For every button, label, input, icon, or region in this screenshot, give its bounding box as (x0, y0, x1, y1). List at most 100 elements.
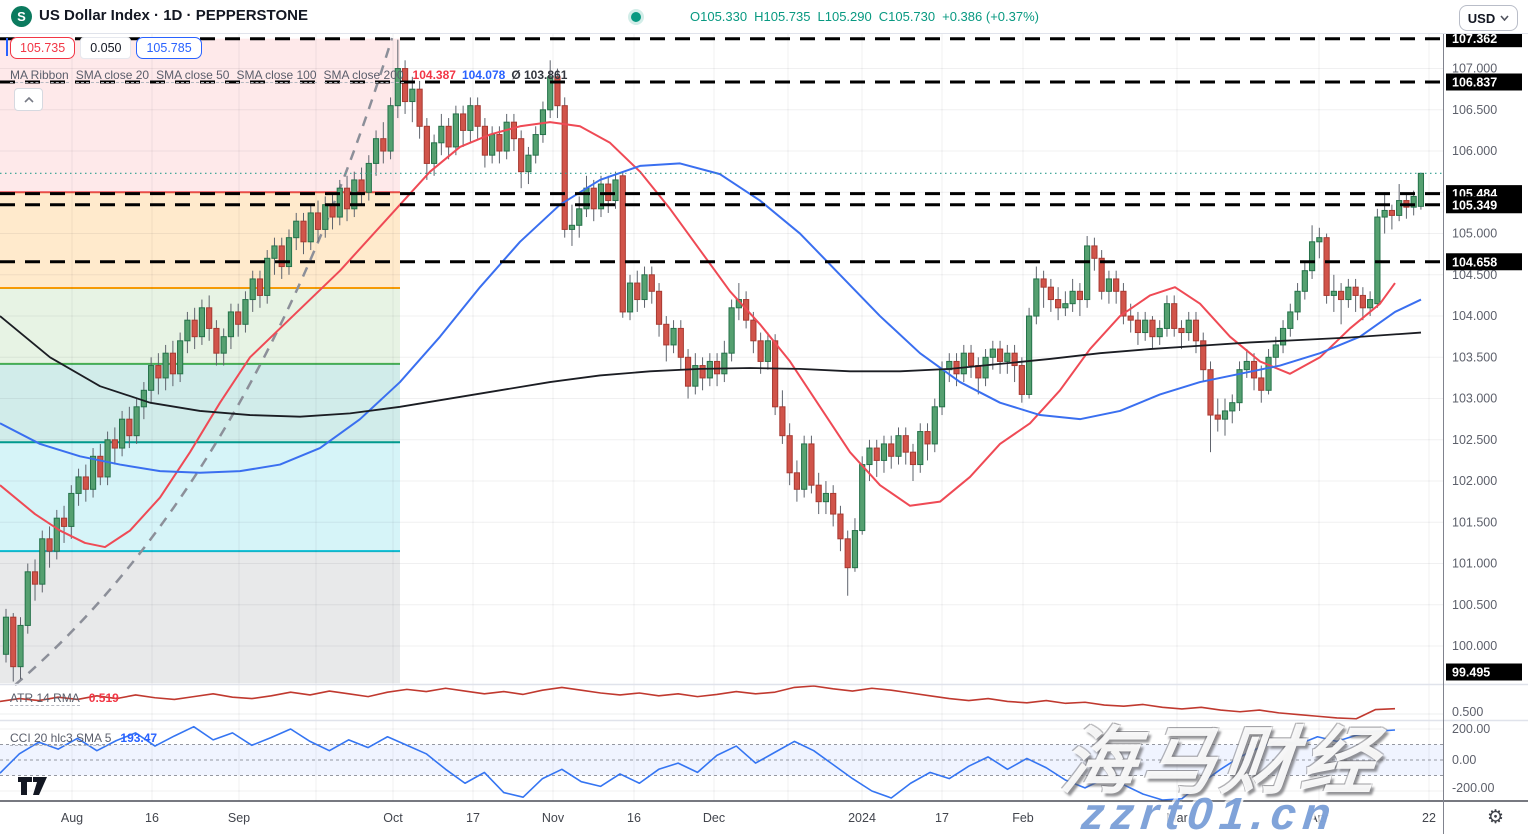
candle (1279, 327, 1287, 346)
candle (1120, 290, 1127, 317)
candle (1142, 319, 1149, 334)
candle (510, 121, 518, 140)
candle (155, 365, 162, 379)
candle (866, 447, 873, 466)
candle (1381, 209, 1388, 218)
candle (1033, 278, 1040, 317)
symbol-logo[interactable]: S (11, 6, 32, 27)
candle (1149, 319, 1156, 338)
candle (1265, 356, 1272, 391)
candle (118, 418, 126, 449)
candle (655, 290, 663, 325)
price-scale-drag-area[interactable] (1443, 33, 1528, 801)
tradingview-logo[interactable] (17, 774, 49, 798)
candle (1047, 286, 1054, 301)
ohlc-low: L105.290 (817, 9, 872, 24)
candle (39, 538, 46, 585)
candle (728, 307, 735, 354)
candle (1163, 303, 1171, 329)
candle (148, 365, 155, 391)
ohlc-close: C105.730 (878, 9, 936, 24)
time-axis-label: Dec (703, 811, 725, 825)
candle (793, 472, 801, 490)
candle (423, 125, 430, 164)
candle (1388, 209, 1395, 216)
price-tick-label: 100.000 (1452, 639, 1497, 653)
candle (801, 443, 808, 490)
time-axis-label: Feb (1012, 811, 1034, 825)
candle (431, 142, 438, 164)
legend-token[interactable]: SMA close 100 (236, 68, 317, 83)
topbar: S US Dollar Index · 1D · PEPPERSTONE O10… (0, 0, 1528, 34)
collapse-legend-button[interactable] (14, 88, 43, 111)
axis-label-marked: 104.658 (1452, 255, 1497, 269)
price-box-upper[interactable]: 105.785 (136, 37, 202, 59)
cci-value: 193.47 (120, 731, 158, 745)
candle (307, 212, 314, 243)
candle (902, 435, 909, 453)
cci-legend[interactable]: CCI 20 hlc3 SMA 5 193.47 (10, 731, 161, 746)
currency-label: USD (1467, 10, 1496, 26)
candle (242, 299, 249, 325)
candle (518, 138, 525, 173)
legend-token[interactable]: CCI 20 hlc3 SMA 5 (10, 731, 112, 746)
candle (31, 571, 39, 585)
candle (989, 348, 996, 358)
time-scale-drag-area[interactable] (0, 801, 1443, 834)
candle (2, 616, 10, 655)
candle (772, 340, 779, 408)
candle (1025, 315, 1033, 395)
time-axis-label: 17 (935, 811, 949, 825)
ohlc-high: H105.735 (754, 9, 811, 24)
candle (191, 319, 198, 338)
legend-token[interactable]: MA Ribbon (10, 68, 69, 83)
legend-token[interactable]: ATR 14 RMA (10, 691, 80, 706)
panel-scale-label: 200.00 (1452, 722, 1490, 736)
candle (597, 183, 605, 210)
currency-dropdown[interactable]: USD (1459, 5, 1518, 31)
time-axis-label: Nov (542, 811, 565, 825)
price-box-lower[interactable]: 105.735 (10, 37, 76, 59)
symbol-title[interactable]: US Dollar Index · 1D · PEPPERSTONE (39, 7, 308, 24)
sma50-value: 104.078 (461, 68, 506, 82)
candle (619, 175, 626, 313)
price-box-spread[interactable]: 0.050 (80, 37, 132, 59)
candle (1338, 290, 1345, 301)
sma200-line (0, 315, 1422, 418)
candle (467, 105, 474, 131)
candle (343, 187, 351, 210)
legend-token[interactable]: SMA close 200 (323, 68, 404, 83)
candle (844, 538, 851, 569)
atr-legend[interactable]: ATR 14 RMA 0.519 (10, 691, 123, 706)
time-axis-label: Apr (1309, 811, 1328, 825)
candle (547, 76, 554, 111)
candle (10, 616, 17, 668)
candle (206, 307, 213, 329)
trendline (14, 37, 394, 686)
candle (322, 204, 329, 230)
candle (1185, 319, 1192, 334)
candle (372, 138, 380, 164)
candle (1004, 352, 1011, 362)
axis-label-marked: 107.362 (1452, 33, 1497, 46)
legend-token[interactable]: SMA close 50 (156, 68, 230, 83)
sma20-line (0, 121, 1396, 549)
chart-canvas[interactable]: 107.362106.837105.484105.349104.65899.49… (0, 33, 1528, 834)
candle (227, 311, 235, 338)
ma-ribbon-legend[interactable]: MA Ribbon SMA close 20 SMA close 50 SMA clo… (10, 68, 571, 83)
candle (89, 455, 97, 490)
chevron-up-icon (23, 96, 34, 103)
candle (264, 257, 271, 296)
candle (111, 439, 118, 449)
gear-icon[interactable]: ⚙ (1487, 807, 1505, 828)
candle (677, 327, 684, 358)
axis-label-box (1446, 33, 1522, 48)
legend-token[interactable]: SMA close 20 (75, 68, 150, 83)
candle (177, 340, 184, 375)
candle (1229, 402, 1236, 412)
candle (1287, 311, 1294, 329)
candle (1018, 365, 1025, 395)
axis-label-box (1446, 663, 1522, 681)
candle (293, 220, 300, 239)
candle (1221, 410, 1229, 420)
